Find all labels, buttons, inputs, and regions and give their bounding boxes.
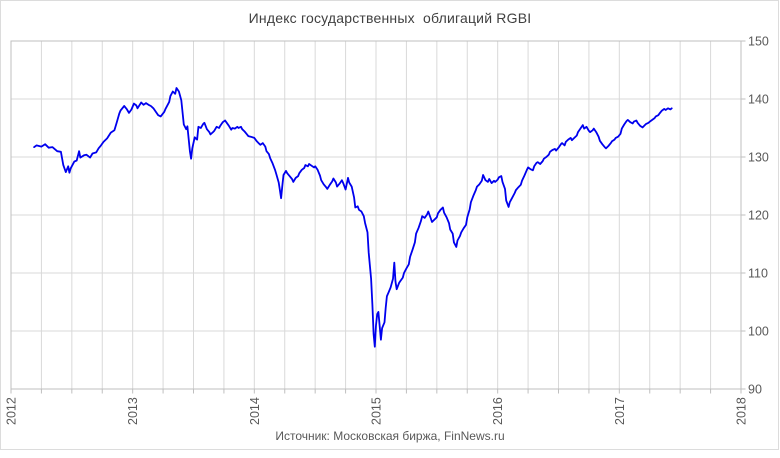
x-tick-label: 2015 xyxy=(370,397,384,425)
y-tick-label: 120 xyxy=(748,209,769,223)
x-tick-label: 2018 xyxy=(735,397,749,425)
rgbi-line-series xyxy=(33,87,673,348)
x-tick-label: 2014 xyxy=(248,397,262,425)
source-caption: Источник: Московская биржа, FinNews.ru xyxy=(275,429,505,443)
y-tick-label: 150 xyxy=(748,35,769,49)
y-tick-label: 110 xyxy=(748,267,768,281)
x-tick-label: 2017 xyxy=(613,397,627,425)
y-axis-ticks xyxy=(741,40,746,390)
y-tick-label: 90 xyxy=(748,383,762,397)
y-tick-label: 130 xyxy=(748,151,769,165)
x-tick-label: 2016 xyxy=(491,397,505,425)
y-tick-label: 100 xyxy=(748,325,769,339)
y-tick-label: 140 xyxy=(748,93,769,107)
x-tick-label: 2012 xyxy=(5,397,19,425)
x-tick-label: 2013 xyxy=(126,397,140,425)
chart-title: Индекс государственных облигаций RGBI xyxy=(248,10,532,26)
x-axis-ticks xyxy=(10,389,742,394)
